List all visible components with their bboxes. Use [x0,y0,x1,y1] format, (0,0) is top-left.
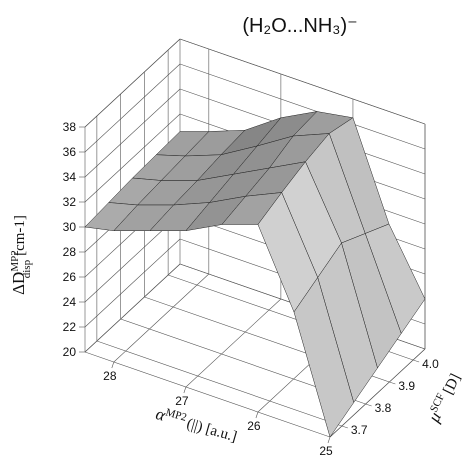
z-label-main: ΔD [9,272,28,295]
z-label-sub: disp [21,259,33,278]
grid-line [185,298,282,388]
grid-line [84,63,181,153]
y-tick-label: 4.0 [422,357,439,371]
z-tick-label: 22 [63,320,77,334]
y-axis-label: μSCF[D] [424,370,463,426]
z-tick-label: 24 [63,295,77,309]
z-tick-label: 26 [63,270,77,284]
tick-mark [111,361,115,369]
x-tick-label: 25 [319,444,333,458]
z-label-unit: [cm-1] [12,215,28,256]
x-axis-label: αMP2(||) [a.u.] [154,404,240,445]
grid-line [113,273,210,363]
z-tick-label: 32 [63,195,77,209]
tick-mark [327,436,331,444]
grid-line [84,113,181,203]
surface-patch [293,276,355,438]
z-axis-label: ΔDMP2disp [cm-1] [9,215,33,295]
y-tick-label: 3.7 [351,423,368,437]
z-tick-label: 28 [63,245,77,259]
grid-line [84,88,181,178]
z-tick-label: 34 [63,170,77,184]
tick-mark [413,359,420,363]
z-tick-label: 20 [63,345,77,359]
grid-line [84,238,181,328]
grid-line [96,340,342,427]
tick-mark [255,411,259,419]
grid-line [179,63,426,150]
chart-title: (H₂O...NH₃)⁻ [242,15,357,37]
grid-line [84,38,181,128]
tick-mark [183,386,187,394]
tick-mark [341,425,348,429]
z-tick-label: 36 [63,145,77,159]
x-tick-label: 27 [175,394,189,408]
y-label-sup: SCF [428,391,447,414]
z-tick-label: 30 [63,220,77,234]
y-label-unit: [D] [440,371,463,397]
x-label-unit: (||) [a.u.] [185,416,239,446]
tick-mark [389,381,396,385]
z-tick-label: 38 [63,120,77,134]
y-tick-label: 3.8 [375,401,392,415]
box-edge [84,351,331,438]
y-tick-label: 3.9 [398,379,415,393]
grid-line [179,38,426,125]
grid-line [84,263,181,353]
z-label-sup: MP2 [9,250,21,271]
grid-line [329,348,426,438]
tick-mark [365,403,372,407]
x-tick-label: 28 [103,369,117,383]
x-label-sup: MP2 [164,407,188,424]
x-tick-label: 26 [247,419,261,433]
